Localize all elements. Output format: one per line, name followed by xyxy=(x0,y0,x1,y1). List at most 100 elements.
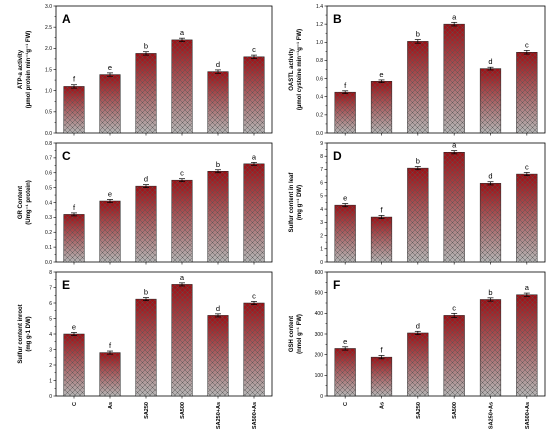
y-tick-label: 1.5 xyxy=(45,67,52,73)
significance-letter: f xyxy=(380,205,383,214)
plot-frame xyxy=(326,271,546,397)
significance-letter: a xyxy=(525,283,530,292)
chart-panel-c: 0.0 0.1 0.2 0.3 0.4 0.5 0.6 0.7 0.8 f e d c b a C GR Con… xyxy=(18,141,273,266)
y-axis-label-line: (mg g⁻¹ DW) xyxy=(296,185,303,220)
significance-letter: b xyxy=(416,30,420,39)
y-tick-label: 5 xyxy=(49,316,52,322)
plot-frame xyxy=(55,271,273,397)
y-axis-label-line: (mg g-1 DW) xyxy=(26,316,32,351)
chart-panel-e: 0 1 2 3 4 5 6 7 8 e Cf As b SA250 a SA500 d SA250+As c SA50… xyxy=(18,270,273,429)
significance-letter: b xyxy=(488,288,492,297)
panel-letter: A xyxy=(62,12,71,26)
bar-hatch-overlay xyxy=(370,356,393,397)
significance-letter: c xyxy=(252,291,256,300)
y-axis-label-line: Sulfur content inroot xyxy=(18,304,24,363)
significance-letter: f xyxy=(344,81,347,90)
y-axis-label: Sulfur content inroot (mg g-1 DW) xyxy=(18,304,32,363)
bar-hatch-overlay xyxy=(243,163,265,263)
y-axis-label-line: Sulfur content in leaf xyxy=(289,172,295,233)
significance-letter: f xyxy=(109,341,112,350)
significance-letter: d xyxy=(216,60,220,69)
significance-letter: c xyxy=(252,45,256,54)
y-tick-label: 0.1 xyxy=(45,245,52,251)
x-category-label: C xyxy=(72,402,78,406)
bar-hatch-overlay xyxy=(207,315,229,397)
bar-hatch-overlay xyxy=(99,352,121,397)
y-axis-label-line: GSH content xyxy=(289,316,295,352)
x-category-label: SA500+As xyxy=(525,402,531,429)
y-tick-label: 7 xyxy=(320,167,323,173)
bar-hatch-overlay xyxy=(334,91,356,134)
y-tick-label: 0 xyxy=(49,394,52,400)
bar-hatch-overlay xyxy=(135,298,157,397)
x-category-label: SA500+As xyxy=(252,402,258,429)
chart-panel-b: 0.0 0.2 0.4 0.6 0.8 1.0 1.2 1.4 f e b a d c B OASTL act… xyxy=(289,4,546,137)
y-tick-label: 100 xyxy=(315,373,324,379)
y-axis-label: ATP-a activity (µmol protein min⁻¹g⁻¹ FW) xyxy=(18,31,32,108)
bar-hatch-overlay xyxy=(243,302,265,397)
y-tick-label: 0.0 xyxy=(45,260,52,266)
bar-hatch-overlay xyxy=(443,315,465,397)
y-tick-label: 3 xyxy=(320,220,323,226)
chart-panel-a: 0.0 0.5 1.0 1.5 2.0 2.5 3.0 f e b a d c A ATP-a activi… xyxy=(18,4,273,137)
y-tick-label: 1.4 xyxy=(316,4,323,10)
y-tick-label: 400 xyxy=(315,311,324,317)
y-axis-label-line: (µmol protein min⁻¹g⁻¹ FW) xyxy=(25,31,32,108)
bar-hatch-overlay xyxy=(407,167,429,263)
y-axis-label: Sulfur content in leaf (mg g⁻¹ DW) xyxy=(289,172,303,233)
x-category-label: SA250 xyxy=(144,402,150,419)
bar-hatch-overlay xyxy=(479,68,502,134)
y-tick-label: 4 xyxy=(320,207,323,213)
bar-hatch-overlay xyxy=(99,74,121,134)
y-tick-label: 1.2 xyxy=(316,22,323,28)
y-tick-label: 0.4 xyxy=(316,95,323,101)
bar-hatch-overlay xyxy=(63,333,85,397)
bar-hatch-overlay xyxy=(207,171,229,263)
y-tick-label: 7 xyxy=(49,285,52,291)
x-category-label: SA500 xyxy=(180,402,186,419)
bar-hatch-overlay xyxy=(407,332,429,397)
significance-letter: a xyxy=(180,28,185,37)
y-tick-label: 500 xyxy=(315,290,324,296)
significance-letter: f xyxy=(73,75,76,84)
x-category-label: C xyxy=(343,402,349,406)
bar-hatch-overlay xyxy=(171,39,193,134)
chart-panel-d: 0 1 2 3 4 5 6 7 8 9 e f b a d c D Sulfur content in leaf(… xyxy=(289,141,546,266)
bar-hatch-overlay xyxy=(370,216,393,263)
plot-frame xyxy=(55,5,273,134)
bar-hatch-overlay xyxy=(516,173,538,263)
x-category-label: SA250+As xyxy=(216,402,222,429)
y-tick-label: 300 xyxy=(315,332,324,338)
significance-letter: c xyxy=(525,162,529,171)
y-tick-label: 0.2 xyxy=(45,230,52,236)
y-tick-label: 2 xyxy=(49,363,52,369)
y-tick-label: 6 xyxy=(320,180,323,186)
y-tick-label: 1 xyxy=(320,247,323,253)
y-tick-label: 0.6 xyxy=(316,76,323,82)
plot-frame xyxy=(326,5,546,134)
x-category-label: SA500 xyxy=(452,402,458,419)
y-tick-label: 8 xyxy=(49,270,52,276)
y-tick-label: 200 xyxy=(315,352,324,358)
significance-letter: f xyxy=(73,203,76,212)
significance-letter: e xyxy=(108,190,112,199)
significance-letter: e xyxy=(108,63,112,72)
bar-hatch-overlay xyxy=(334,348,356,397)
bar-hatch-overlay xyxy=(516,294,538,397)
significance-letter: b xyxy=(416,157,420,166)
y-tick-label: 0 xyxy=(320,260,323,266)
significance-letter: c xyxy=(452,303,456,312)
bar-hatch-overlay xyxy=(171,284,193,397)
significance-letter: d xyxy=(488,57,492,66)
y-tick-label: 2.5 xyxy=(45,25,52,31)
y-tick-label: 0 xyxy=(320,394,323,400)
y-tick-label: 0.8 xyxy=(316,58,323,64)
significance-letter: b xyxy=(216,160,220,169)
significance-letter: a xyxy=(252,152,257,161)
bar-hatch-overlay xyxy=(63,86,85,134)
y-tick-label: 3.0 xyxy=(45,4,52,10)
panel-letter: D xyxy=(333,149,342,163)
bar-hatch-overlay xyxy=(370,81,393,134)
y-tick-label: 0.5 xyxy=(45,185,52,191)
plot-frame xyxy=(326,142,546,263)
